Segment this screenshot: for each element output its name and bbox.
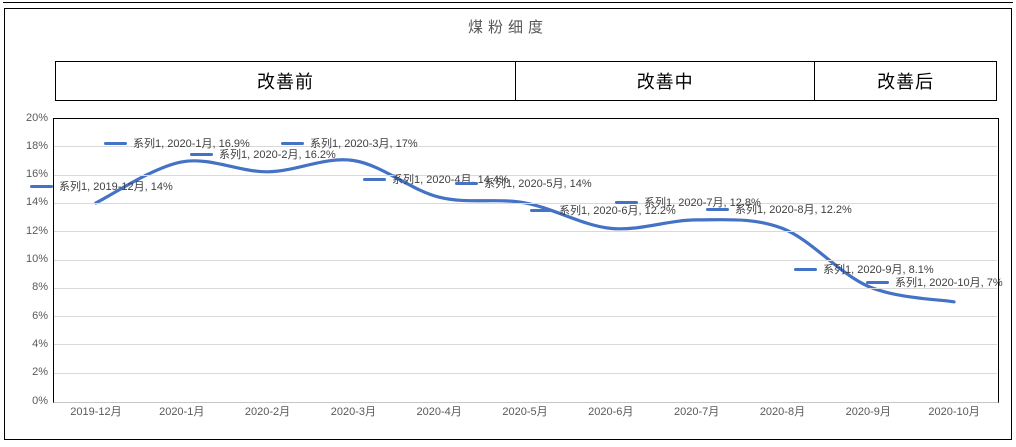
y-axis-tick-label: 12% (25, 224, 48, 237)
x-axis-tick-label: 2020-6月 (588, 406, 634, 418)
gridline (54, 316, 997, 318)
y-axis-tick-label: 0% (32, 394, 48, 407)
data-label: 系列1, 2020-10月, 7% (866, 274, 1003, 290)
data-label: 系列1, 2020-2月, 16.2% (190, 146, 336, 162)
y-axis-tick-label: 14% (25, 196, 48, 209)
legend-key-icon (866, 280, 889, 284)
y-axis-tick-label: 10% (25, 253, 48, 265)
gridline (54, 231, 997, 233)
y-axis-tick-label: 18% (25, 139, 48, 152)
chart-title: 煤粉细度 (467, 19, 548, 36)
x-axis-tick-label: 2020-1月 (159, 406, 205, 418)
x-axis-tick-label: 2020-4月 (416, 406, 462, 418)
phase-header-label: 改善后 (877, 72, 935, 92)
x-axis-tick-label: 2020-10月 (928, 406, 980, 418)
data-label-text: 系列1, 2020-1月, 16.9% (133, 138, 250, 150)
data-label: 系列1, 2020-6月, 12.2% (530, 202, 676, 218)
x-axis-tick-label: 2020-9月 (845, 406, 891, 418)
data-label-text: 系列1, 2020-3月, 17% (310, 138, 418, 150)
top-border-line (3, 2, 1013, 3)
gridline (54, 372, 997, 374)
phase-header-cell-after: 改善后 (814, 62, 996, 100)
data-label: 系列1, 2020-5月, 14% (455, 175, 592, 191)
legend-key-icon (363, 177, 386, 181)
phase-header-cell-during: 改善中 (515, 62, 814, 100)
gridline (54, 174, 997, 176)
y-axis-tick-label: 20% (25, 111, 48, 124)
data-label: 系列1, 2020-1月, 16.9% (104, 135, 250, 151)
phase-header-label: 改善前 (257, 72, 314, 92)
legend-key-icon (281, 141, 304, 145)
x-axis-tick-label: 2020-2月 (244, 406, 291, 418)
x-axis-tick-label: 2020-8月 (759, 406, 806, 418)
data-label: 系列1, 2020-8月, 12.2% (706, 201, 852, 217)
plot-area (53, 118, 999, 403)
gridline (54, 287, 997, 289)
data-label-text: 系列1, 2020-8月, 12.2% (735, 204, 852, 216)
gridline (54, 146, 997, 148)
legend-key-icon (30, 184, 53, 188)
data-label-text: 系列1, 2020-10月, 7% (895, 277, 1003, 289)
gridline (54, 344, 997, 346)
data-label-text: 系列1, 2020-5月, 14% (484, 178, 592, 190)
data-label-text: 系列1, 2020-2月, 16.2% (219, 149, 336, 161)
x-axis-tick-label: 2020-7月 (673, 406, 720, 418)
gridline (54, 259, 997, 261)
phase-header-label: 改善中 (636, 72, 694, 92)
legend-key-icon (706, 207, 729, 211)
y-axis-tick-label: 2% (32, 366, 48, 379)
data-label: 系列1, 2020-9月, 8.1% (794, 261, 934, 277)
legend-key-icon (615, 200, 638, 204)
y-axis-tick-label: 8% (32, 281, 48, 294)
y-axis-tick-label: 16% (25, 168, 48, 181)
data-label-text: 系列1, 2020-4月, 14.4% (392, 174, 509, 186)
data-label-text: 系列1, 2019-12月, 14% (59, 181, 173, 193)
data-label-text: 系列1, 2020-9月, 8.1% (823, 264, 934, 276)
data-label: 系列1, 2020-4月, 14.4% (363, 171, 509, 187)
x-axis-tick-label: 2019-12月 (70, 406, 122, 418)
legend-key-icon (794, 267, 817, 271)
legend-key-icon (190, 152, 213, 156)
data-label: 系列1, 2019-12月, 14% (30, 178, 173, 194)
phase-header-cell-before: 改善前 (56, 62, 515, 100)
legend-key-icon (104, 141, 127, 145)
data-label: 系列1, 2020-3月, 17% (281, 135, 418, 151)
y-axis-tick-label: 4% (32, 337, 48, 350)
data-label-text: 系列1, 2020-7月, 12.8% (644, 197, 761, 209)
gridline (54, 202, 997, 204)
legend-key-icon (455, 181, 478, 185)
data-label-text: 系列1, 2020-6月, 12.2% (559, 205, 676, 217)
phase-header-row: 改善前 改善中 改善后 (55, 61, 997, 101)
chart-outer-frame (4, 8, 1012, 440)
x-axis-tick-label: 2020-5月 (502, 406, 548, 418)
legend-key-icon (530, 208, 553, 212)
x-axis-tick-label: 2020-3月 (330, 406, 376, 418)
y-axis-tick-label: 6% (32, 309, 48, 322)
data-label: 系列1, 2020-7月, 12.8% (615, 194, 761, 210)
